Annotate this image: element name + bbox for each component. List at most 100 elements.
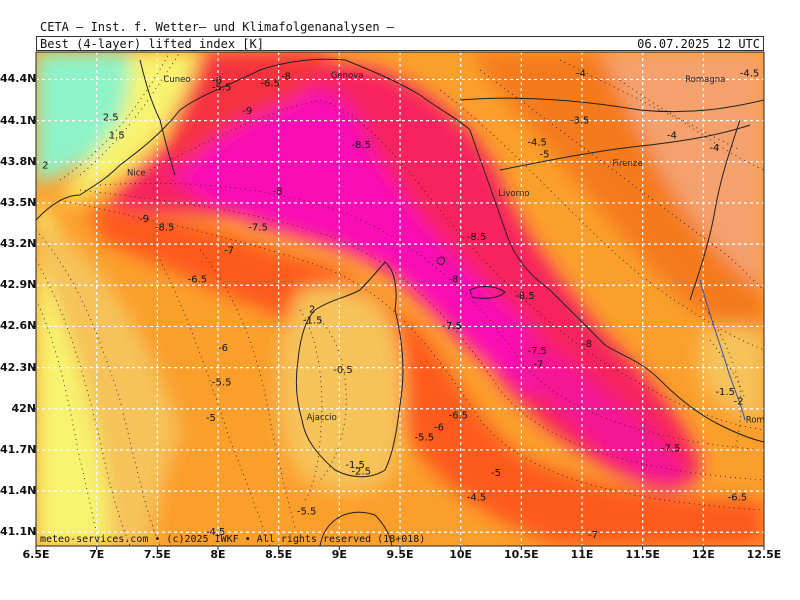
contour-value-label: -0.5: [333, 365, 353, 376]
contour-value-label: -8.5: [155, 222, 175, 233]
lat-label: 43.5N: [0, 195, 37, 209]
lon-label: 8.5E: [265, 548, 293, 561]
contour-value-label: -1.5: [345, 460, 365, 471]
border-tuscany: [499, 124, 751, 171]
contour-value-label: -5: [491, 468, 501, 479]
contour-value-label: -4: [667, 130, 677, 141]
parameter-title: Best_(4-layer)_lifted_index_[K]: [40, 37, 264, 51]
field-north-red: [169, 52, 330, 170]
contour-value-label: 2: [42, 161, 48, 172]
contour-value-label: 1.5: [109, 130, 125, 141]
contour-value-label: -6.5: [188, 275, 208, 286]
field-orange-south: [150, 300, 300, 546]
border-lazio: [689, 119, 741, 301]
city-label: Ajaccio: [307, 413, 337, 423]
contour-value-label: -4.5: [527, 137, 547, 148]
contour-value-label: -4: [576, 69, 586, 80]
contour-value-label: -4.5: [740, 69, 760, 80]
lon-label: 12E: [691, 548, 715, 561]
coast-corsica: [295, 261, 404, 478]
lat-label: 42N: [11, 401, 36, 415]
lon-label: 10E: [449, 548, 473, 561]
contour-value-label: -7.5: [527, 346, 547, 357]
lon-label: 8E: [210, 548, 226, 561]
river-tiber: [699, 279, 746, 421]
contour-value-label: -1.5: [715, 387, 735, 398]
contour-value-label: -8: [449, 275, 459, 286]
contour-value-label: -6.5: [728, 493, 748, 504]
contour-value-label: -7.5: [442, 321, 462, 332]
valid-time: 06.07.2025 12 UTC: [637, 37, 760, 51]
contour-value-label: 2: [309, 305, 315, 316]
lat-label: 41.1N: [0, 525, 37, 539]
institute-title: CETA — Inst. f. Wetter— und Klimafolgena…: [40, 20, 395, 34]
city-label: Firenze: [612, 159, 642, 169]
contour-value-label: 2.5: [103, 113, 119, 124]
contour-lines: [36, 52, 764, 546]
contour-value-label: -4: [709, 143, 719, 154]
contour-value-label: -9: [242, 106, 252, 117]
copyright-credit: meteo-services.com • (c)2025 IWKF • All …: [40, 534, 426, 545]
coast-capraia: [436, 256, 445, 265]
contour-value-label: -5.5: [297, 506, 317, 517]
field-pink-east: [520, 330, 690, 484]
city-label: Nice: [127, 169, 146, 179]
lat-label: 41.4N: [0, 484, 37, 498]
lat-label: 44.1N: [0, 113, 37, 127]
contour-value-label: -1.5: [303, 316, 323, 327]
contour-value-label: -8: [281, 71, 291, 82]
contour-value-label: -8.5: [467, 232, 487, 243]
field-pink-core: [170, 88, 560, 394]
lon-label: 7E: [89, 548, 105, 561]
contour-value-label: -7: [533, 360, 543, 371]
contour-value-labels: -6-5.5 -6.5-8-92.51.52-4-3.5-4.5-5-4-4-4.…: [42, 69, 759, 541]
contour-value-label: -7.5: [248, 222, 268, 233]
field-east-yellow: [700, 325, 764, 420]
contour-value-label: -5.5: [415, 432, 435, 443]
lon-label: 7.5E: [143, 548, 171, 561]
contour-value-label: -8: [582, 339, 592, 350]
city-label: Livorno: [498, 189, 529, 199]
lon-label: 11.5E: [625, 548, 660, 561]
city-label: Genova: [331, 71, 364, 81]
border-emilia: [459, 97, 764, 113]
lat-label: 42.6N: [0, 319, 37, 333]
axis-ticks: [32, 78, 765, 550]
field-red-band: [90, 205, 764, 546]
lon-label: 10.5E: [504, 548, 539, 561]
contour-value-label: -8.5: [351, 140, 371, 151]
contour-value-label: -8.5: [515, 291, 535, 302]
contour-value-label: -5: [540, 150, 550, 161]
contour-value-label: -6: [434, 423, 444, 434]
contour-value-label: -7.5: [661, 443, 681, 454]
contour-value-label: -6.5: [260, 78, 280, 89]
contour-value-label: -6: [212, 76, 222, 87]
city-label: Rome: [746, 416, 770, 426]
coast-mainland-north: [36, 58, 764, 443]
field-corsica-orange: [278, 286, 405, 493]
lat-label: 42.3N: [0, 360, 37, 374]
coast-sardinia: [319, 511, 393, 546]
field-nw-yellow: [60, 52, 200, 205]
lon-label: 11E: [570, 548, 594, 561]
contour-value-label: -5.5: [212, 82, 232, 93]
coastlines: [36, 58, 764, 546]
city-label: Romagna: [685, 75, 725, 85]
lat-label: 41.7N: [0, 442, 37, 456]
contour-value-label: -5.5: [212, 377, 232, 388]
border-france-italy: [139, 59, 176, 176]
contour-value-label: -8: [273, 187, 283, 198]
city-label: Cuneo: [163, 75, 190, 85]
contour-value-label: -4.5: [467, 493, 487, 504]
contour-value-label: -6: [218, 343, 228, 354]
lon-label: 12.5E: [746, 548, 782, 561]
contour-value-label: -9: [139, 214, 149, 225]
lat-label: 42.9N: [0, 278, 37, 292]
lat-label: 43.2N: [0, 237, 37, 251]
contour-value-label: -2: [734, 397, 744, 408]
lon-label: 9E: [331, 548, 347, 561]
contour-value-label: -3.5: [570, 115, 590, 126]
contour-value-label: -4.5: [206, 527, 226, 538]
lat-label: 43.8N: [0, 154, 37, 168]
